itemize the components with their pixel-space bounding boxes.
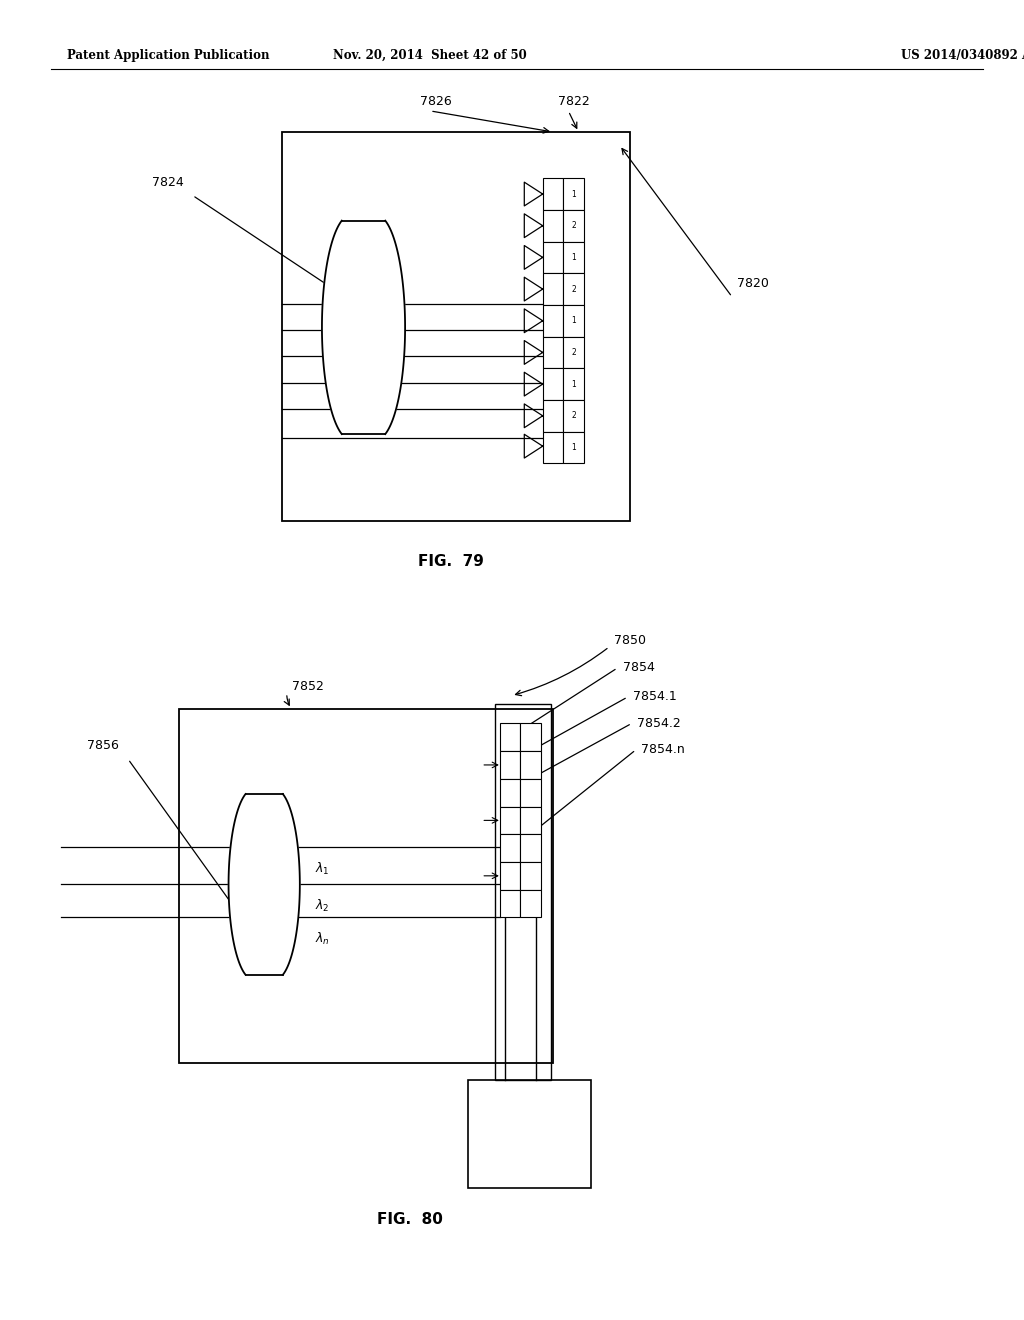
Bar	[543, 273, 563, 305]
Bar	[563, 242, 584, 273]
Text: 1: 1	[571, 190, 575, 198]
Text: 2: 2	[571, 348, 575, 356]
Text: 2: 2	[571, 222, 575, 230]
Bar	[520, 723, 541, 751]
Bar	[282, 132, 630, 521]
Bar	[500, 834, 520, 862]
Bar	[543, 400, 563, 432]
Bar	[500, 807, 520, 834]
Bar	[563, 400, 584, 432]
Bar	[543, 305, 563, 337]
Text: 1: 1	[571, 444, 575, 451]
Bar	[563, 337, 584, 368]
Bar	[500, 890, 520, 917]
Text: FIG.  79: FIG. 79	[418, 554, 483, 569]
Text: $\lambda_n$: $\lambda_n$	[315, 931, 330, 946]
Bar	[563, 368, 584, 400]
Text: 7854.2: 7854.2	[637, 717, 681, 730]
Bar	[563, 178, 584, 210]
Text: 2: 2	[571, 412, 575, 420]
Polygon shape	[228, 795, 300, 974]
Bar	[543, 210, 563, 242]
Text: 7850: 7850	[614, 634, 646, 647]
Text: 7824: 7824	[152, 176, 183, 189]
Bar	[563, 305, 584, 337]
Bar	[520, 834, 541, 862]
Text: $\lambda_2$: $\lambda_2$	[315, 898, 330, 913]
Bar	[520, 751, 541, 779]
Text: 1: 1	[571, 253, 575, 261]
Bar	[520, 890, 541, 917]
Bar	[563, 210, 584, 242]
Text: 1: 1	[571, 317, 575, 325]
Text: 7856: 7856	[87, 739, 119, 752]
Bar	[179, 709, 553, 1063]
Text: 7854.1: 7854.1	[633, 690, 677, 704]
Bar	[543, 242, 563, 273]
Bar	[500, 779, 520, 807]
Text: 1: 1	[571, 380, 575, 388]
Bar	[543, 432, 563, 463]
Text: Nov. 20, 2014  Sheet 42 of 50: Nov. 20, 2014 Sheet 42 of 50	[333, 49, 527, 62]
Bar	[520, 779, 541, 807]
Text: $\lambda_1$: $\lambda_1$	[315, 861, 330, 876]
Text: Patent Application Publication: Patent Application Publication	[67, 49, 269, 62]
Bar	[543, 337, 563, 368]
Text: 7854.n: 7854.n	[641, 743, 685, 756]
Text: 7822: 7822	[558, 95, 590, 108]
Text: 7854: 7854	[623, 661, 654, 675]
Text: 7820: 7820	[737, 277, 769, 290]
Bar	[563, 432, 584, 463]
Bar	[495, 704, 551, 1080]
Text: US 2014/0340892 A1: US 2014/0340892 A1	[901, 49, 1024, 62]
Text: 2: 2	[571, 285, 575, 293]
Text: 7826: 7826	[420, 95, 452, 108]
Bar	[543, 368, 563, 400]
Bar	[468, 1080, 591, 1188]
Bar	[520, 862, 541, 890]
Text: 7852: 7852	[292, 680, 324, 693]
Bar	[543, 178, 563, 210]
Bar	[520, 807, 541, 834]
Polygon shape	[322, 220, 406, 434]
Bar	[563, 273, 584, 305]
Bar	[500, 862, 520, 890]
Text: FIG.  80: FIG. 80	[377, 1212, 442, 1226]
Bar	[500, 723, 520, 751]
Bar	[500, 751, 520, 779]
